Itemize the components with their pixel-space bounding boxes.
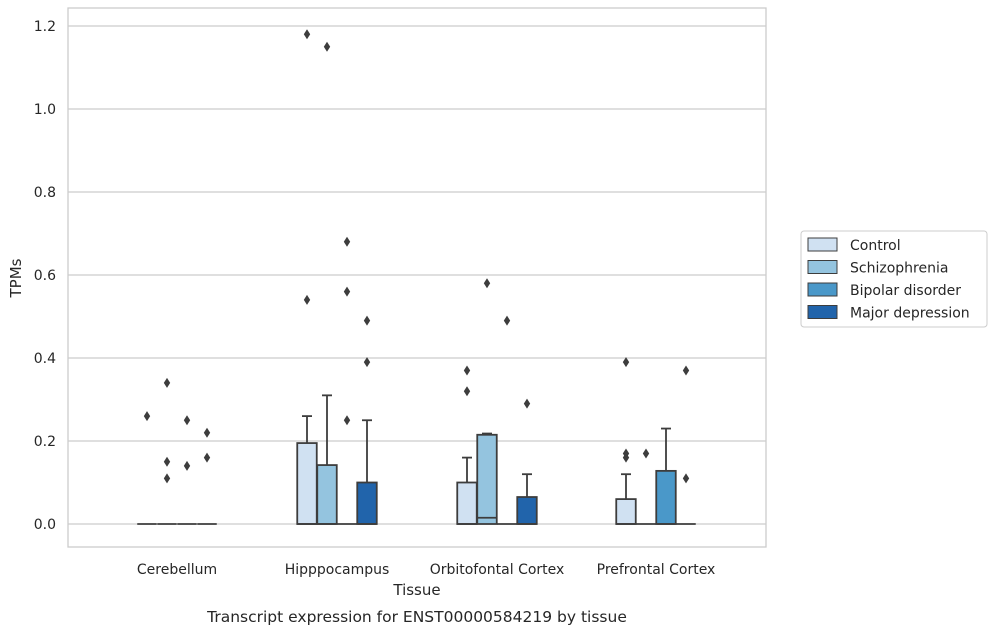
outlier-point xyxy=(523,398,531,409)
outlier-point xyxy=(203,427,211,438)
outlier-point xyxy=(503,315,511,326)
outlier-point xyxy=(363,315,371,326)
outlier-point xyxy=(303,294,311,305)
outlier-point xyxy=(323,41,331,52)
outliers-layer xyxy=(143,29,690,484)
x-tick-labels: Cerebellum Hipppocampus Orbitofontal Corte… xyxy=(137,562,715,578)
box xyxy=(356,481,378,525)
y-tick-label: 1.2 xyxy=(34,19,56,35)
y-tick-label: 0.8 xyxy=(34,185,56,201)
plot-frame xyxy=(67,7,767,548)
outlier-point xyxy=(163,473,171,484)
legend-label: Control xyxy=(850,238,901,254)
box xyxy=(655,469,677,525)
y-tick-label: 0.0 xyxy=(34,517,56,533)
outlier-point xyxy=(183,460,191,471)
outlier-point xyxy=(363,357,371,368)
legend: Control Schizophrenia Bipolar disorder Majo… xyxy=(800,230,988,328)
legend-swatch xyxy=(807,282,838,297)
legend-swatch xyxy=(807,260,838,274)
grid-lines xyxy=(68,25,766,525)
x-tick-label: Cerebellum xyxy=(137,562,217,578)
outlier-point xyxy=(483,278,491,289)
outlier-point xyxy=(463,386,471,397)
legend-label: Major depression xyxy=(850,306,970,322)
boxes-layer xyxy=(137,394,696,525)
y-tick-label: 1.0 xyxy=(34,102,56,118)
y-tick-label: 0.6 xyxy=(34,268,56,284)
y-axis-label: TPMs xyxy=(7,258,25,298)
outlier-point xyxy=(303,29,311,40)
outlier-point xyxy=(682,473,690,484)
chart-caption: Transcript expression for ENST0000058421… xyxy=(206,608,627,626)
box xyxy=(476,433,498,525)
box xyxy=(615,498,637,525)
box xyxy=(296,442,318,525)
outlier-point xyxy=(183,415,191,426)
box xyxy=(456,481,478,525)
box xyxy=(316,464,338,525)
y-tick-labels: 0.0 0.2 0.4 0.6 0.8 1.0 1.2 xyxy=(34,19,56,533)
x-axis-label: Tissue xyxy=(392,581,440,599)
legend-swatch xyxy=(807,305,838,319)
outlier-point xyxy=(163,377,171,388)
legend-frame xyxy=(800,230,988,328)
box xyxy=(516,496,538,525)
y-tick-label: 0.2 xyxy=(34,434,56,450)
x-tick-label: Orbitofontal Cortex xyxy=(430,562,565,578)
outlier-point xyxy=(463,365,471,376)
outlier-point xyxy=(622,448,630,459)
outlier-point xyxy=(642,448,650,459)
outlier-point xyxy=(343,415,351,426)
outlier-point xyxy=(682,365,690,376)
legend-label: Bipolar disorder xyxy=(850,283,961,299)
legend-label: Schizophrenia xyxy=(850,261,948,277)
x-tick-label: Prefrontal Cortex xyxy=(597,562,716,578)
outlier-point xyxy=(343,236,351,247)
outlier-point xyxy=(163,456,171,467)
outlier-point xyxy=(143,411,151,422)
x-tick-label: Hipppocampus xyxy=(285,562,390,578)
outlier-point xyxy=(622,357,630,368)
legend-swatch xyxy=(807,237,838,252)
outlier-point xyxy=(203,452,211,463)
y-tick-label: 0.4 xyxy=(34,351,56,367)
outlier-point xyxy=(343,286,351,297)
